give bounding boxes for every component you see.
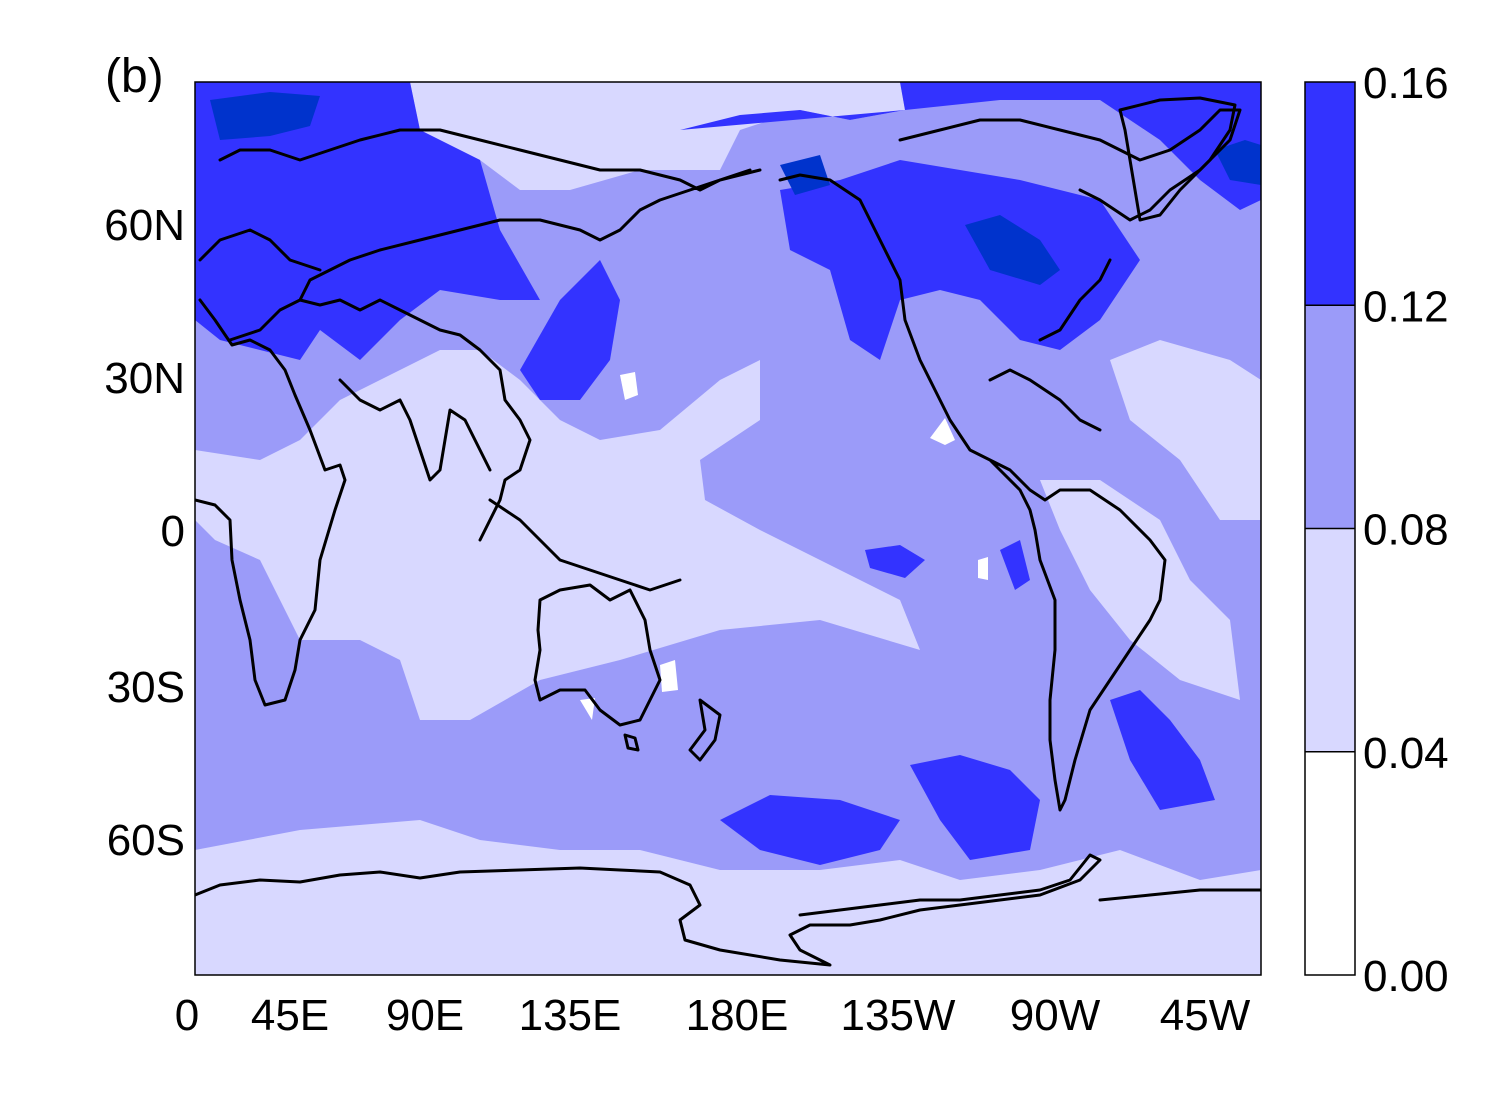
field-region-atlantic xyxy=(1110,340,1261,520)
field-region-andes-blob xyxy=(1000,540,1030,590)
field-region-greenland-peak xyxy=(1215,140,1261,185)
coast-americas xyxy=(778,108,1242,812)
contour-peak-regions xyxy=(210,92,1261,285)
field-region-zero-5 xyxy=(978,557,988,580)
colorbar-segment xyxy=(1305,751,1355,975)
x-tick-label: 135W xyxy=(841,991,956,1040)
colorbar-tick-label: 0.12 xyxy=(1363,282,1449,331)
field-region-north-america xyxy=(680,82,1261,210)
field-region-scandinavia-peak xyxy=(210,92,320,140)
field-region-hudson-peak xyxy=(965,215,1060,285)
field-region-southamerica xyxy=(1040,480,1240,700)
x-tick-label: 45W xyxy=(1160,991,1251,1040)
y-tick-label: 0 xyxy=(161,507,185,556)
x-tick-label: 45E xyxy=(251,991,329,1040)
field-region-southern-ocean xyxy=(195,820,1261,975)
panel-label: (b) xyxy=(105,50,164,103)
contour-low-regions xyxy=(195,82,1261,975)
field-region-northpacific xyxy=(410,82,905,190)
colorbar-segment xyxy=(1305,82,1355,306)
field-region-tropics-indian xyxy=(195,350,920,720)
field-region-pacific-blob xyxy=(865,545,925,578)
y-tick-label: 60N xyxy=(104,201,185,250)
contour-high-regions xyxy=(195,82,1261,865)
field-region-zero-4 xyxy=(580,698,595,720)
y-axis-ticks: 60N 30N 0 30S 60S xyxy=(104,201,185,865)
field-region-east-asia xyxy=(520,260,620,400)
coastlines xyxy=(195,96,1261,967)
x-axis-ticks: 0 45E 90E 135E 180E 135W 90W 45W xyxy=(175,991,1251,1040)
field-region-south-pacific-1 xyxy=(720,795,900,865)
contour-zero-regions xyxy=(580,372,988,720)
y-tick-label: 30S xyxy=(107,663,185,712)
colorbar: 0.00 0.04 0.08 0.12 0.16 xyxy=(1304,59,1449,1001)
colorbar-tick-label: 0.00 xyxy=(1363,952,1449,1001)
y-tick-label: 60S xyxy=(107,816,185,865)
colorbar-segment xyxy=(1305,528,1355,752)
x-tick-label: 90W xyxy=(1010,991,1101,1040)
field-region-zero-3 xyxy=(660,660,678,692)
coast-greenland xyxy=(1118,96,1237,222)
coast-africa-eurasia xyxy=(195,128,762,707)
field-region-zero-1 xyxy=(620,372,638,400)
x-tick-label: 135E xyxy=(519,991,622,1040)
field-region-south-atlantic xyxy=(1110,690,1215,810)
x-tick-label: 0 xyxy=(175,991,199,1040)
field-region-eurasia-north xyxy=(195,82,540,360)
map-frame xyxy=(194,81,1262,976)
coast-antarctica xyxy=(195,853,1261,967)
coast-indonesia-australia xyxy=(488,498,722,762)
colorbar-segment xyxy=(1305,305,1355,529)
field-region-canada xyxy=(780,160,1140,360)
field-region-zero-2 xyxy=(930,418,955,445)
colorbar-tick-label: 0.08 xyxy=(1363,506,1449,555)
colorbar-tick-label: 0.16 xyxy=(1363,59,1449,108)
map-area xyxy=(195,82,1261,975)
x-tick-label: 180E xyxy=(686,991,789,1040)
colorbar-tick-label: 0.04 xyxy=(1363,729,1449,778)
y-tick-label: 30N xyxy=(104,354,185,403)
field-region-south-pacific-2 xyxy=(910,755,1040,860)
x-tick-label: 90E xyxy=(386,991,464,1040)
